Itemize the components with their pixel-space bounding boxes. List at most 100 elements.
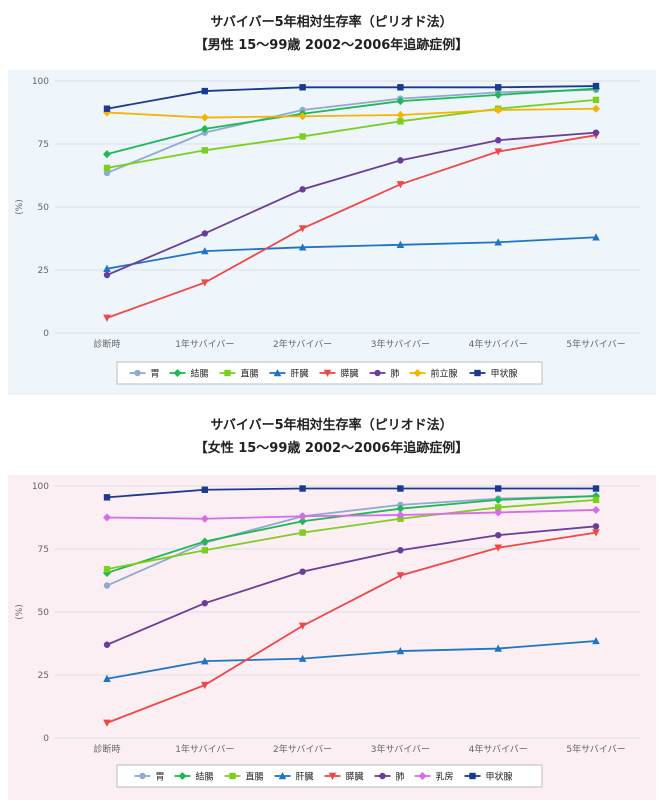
y-axis-title: (%) <box>15 604 25 620</box>
data-point <box>200 113 209 122</box>
data-point <box>396 181 405 189</box>
series-line <box>106 99 597 169</box>
series-line <box>106 498 597 571</box>
data-point <box>592 505 600 514</box>
series-line <box>106 131 597 276</box>
legend-label: 前立腺 <box>431 368 458 380</box>
male-chart: サバイバー5年相対生存率（ピリオド法） 【男性 15～99歳 2002～2006… <box>0 0 663 400</box>
legend-marker <box>278 772 287 780</box>
legend-marker <box>469 772 476 780</box>
series-肝臓 <box>103 636 600 682</box>
series-前立腺 <box>103 104 600 122</box>
series-肺 <box>103 129 600 279</box>
y-tick-label: 50 <box>38 608 50 618</box>
data-point <box>201 247 209 255</box>
legend-item: 肝臓 <box>269 369 309 380</box>
series-胃 <box>103 492 600 589</box>
legend-marker <box>178 772 187 780</box>
data-point <box>103 164 111 172</box>
data-point <box>103 641 111 648</box>
data-point <box>103 582 111 589</box>
data-point <box>298 654 307 662</box>
data-point <box>103 105 111 112</box>
series-line <box>106 487 596 499</box>
x-tick-label: 3年サバイバー <box>371 338 430 350</box>
data-point <box>299 84 306 91</box>
y-tick-label: 75 <box>38 545 49 555</box>
series-line <box>106 495 597 587</box>
data-point <box>495 485 502 492</box>
legend-label: 肝臓 <box>291 369 309 380</box>
data-point <box>494 644 502 652</box>
series-line <box>106 107 597 119</box>
data-point <box>103 150 111 159</box>
series-肺 <box>103 523 600 648</box>
data-point <box>200 537 209 546</box>
data-point <box>299 485 306 492</box>
data-point <box>103 719 111 727</box>
data-point <box>299 529 306 536</box>
y-tick-label: 100 <box>32 482 49 492</box>
data-point <box>299 186 306 193</box>
data-point <box>396 111 405 120</box>
legend-marker <box>328 772 337 780</box>
data-point <box>592 529 600 537</box>
male-line-chart: 0 25 50 75 100 (%) 診断時 1年サバイバー 2年サバイバー 3年サバイバー 4年サ… <box>15 77 640 385</box>
data-point <box>201 279 209 287</box>
legend-marker <box>139 772 146 780</box>
chart-title: サバイバー5年相対生存率（ピリオド法） <box>210 15 453 30</box>
legend-label: 乳房 <box>436 771 454 783</box>
data-point <box>494 238 502 246</box>
x-tick-label: 4年サバイバー <box>469 743 528 755</box>
data-point <box>396 97 405 106</box>
data-point <box>200 124 209 133</box>
legend-marker <box>224 369 231 377</box>
legend-item: 甲状腺 <box>469 368 518 380</box>
legend-item: 甲状腺 <box>464 771 513 783</box>
legend-label: 肺 <box>391 369 400 380</box>
legend-label: 結腸 <box>191 368 209 380</box>
series-甲状腺 <box>103 485 600 501</box>
data-point <box>201 681 209 690</box>
legend-label: 肺 <box>396 772 405 783</box>
chart-subtitle: 【女性 15～99歳 2002～2006年追跡症例】 <box>194 441 469 456</box>
x-tick-label: 診断時 <box>93 743 120 755</box>
legend-marker <box>173 369 182 377</box>
series-line <box>106 134 597 319</box>
legend-item: 胃 <box>129 369 160 380</box>
data-point <box>201 230 208 237</box>
series-膵臓 <box>103 529 600 727</box>
legend-label: 胃 <box>156 772 165 783</box>
data-point <box>298 622 307 630</box>
data-point <box>592 485 600 492</box>
data-point <box>495 137 502 144</box>
data-point <box>592 96 600 104</box>
legend-label: 甲状腺 <box>491 368 518 380</box>
legend-item: 直腸 <box>224 771 264 783</box>
data-point <box>494 544 502 552</box>
data-point <box>103 565 111 573</box>
x-tick-label: 診断時 <box>93 338 120 350</box>
legend-marker <box>418 772 427 780</box>
legend-item: 結腸 <box>174 771 214 783</box>
legend-label: 胃 <box>151 369 160 380</box>
x-tick-label: 2年サバイバー <box>273 338 332 350</box>
data-point <box>592 636 600 645</box>
legend-item: 肝臓 <box>274 772 314 783</box>
data-point <box>495 84 502 91</box>
data-point <box>298 225 307 233</box>
data-point <box>397 118 404 125</box>
legend-item: 肺 <box>374 772 405 783</box>
series-肝臓 <box>103 233 600 272</box>
data-point <box>592 496 600 504</box>
series-line <box>106 531 597 724</box>
female-line-chart: 0 25 50 75 100 (%) 診断時 1年サバイバー 2年サバイバー 3年サバイバー 4年サ… <box>15 482 640 788</box>
data-point <box>103 494 111 501</box>
data-point <box>592 104 600 113</box>
data-point <box>201 657 209 665</box>
data-point <box>592 82 600 90</box>
data-point <box>494 90 503 99</box>
legend-marker <box>273 369 282 377</box>
legend-item: 直腸 <box>219 368 259 380</box>
data-point <box>103 169 111 177</box>
